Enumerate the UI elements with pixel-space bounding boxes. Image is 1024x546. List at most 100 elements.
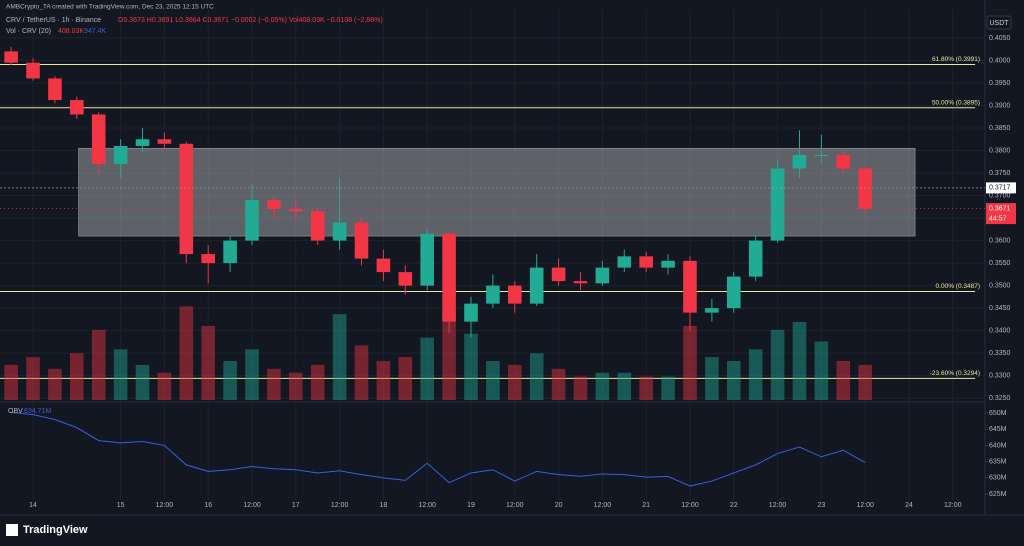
candle-body [726, 276, 741, 309]
brand: TradingView [23, 524, 88, 536]
y-tick-label: 0.3500 [989, 282, 1011, 289]
candle-body [26, 62, 40, 79]
volume-bar [48, 368, 62, 400]
y-tick-label: 0.3750 [989, 170, 1011, 177]
last-price-label: 0.3671 [989, 205, 1011, 212]
crosshair-label: 0.3717 [989, 185, 1011, 192]
x-tick-label: 12:00 [594, 502, 612, 509]
candle-body [267, 200, 281, 210]
candle-body [201, 254, 216, 264]
brand-logo: TradingView [6, 524, 88, 536]
currency[interactable]: USDT [989, 20, 1009, 27]
logo-mark [6, 524, 18, 536]
volume-bar [354, 345, 369, 400]
volume-bar [551, 368, 566, 400]
x-tick-label: 12:00 [856, 502, 874, 509]
x-tick-label: 20 [555, 502, 563, 509]
y-tick-label: 640M [989, 442, 1007, 449]
x-tick-label: 23 [817, 502, 825, 509]
volume-bar [836, 361, 851, 400]
y-tick-label: 0.3450 [989, 305, 1011, 312]
candle-body [332, 222, 347, 241]
y-tick-label: 625M [989, 491, 1007, 498]
candle-body [70, 100, 84, 115]
candle-body [289, 209, 303, 212]
candle-body [683, 260, 697, 313]
x-tick-label: 18 [380, 502, 388, 509]
candle-body [135, 139, 150, 147]
volume-bar [792, 322, 807, 400]
zone [78, 147, 916, 237]
x-tick-label: 12:00 [681, 502, 699, 509]
header-title: AMBCrypto_TA created with TradingView.co… [6, 4, 214, 11]
x-tick-label: 12:00 [944, 502, 962, 509]
candle-body [792, 155, 807, 169]
y-tick-label: 0.4050 [989, 35, 1011, 42]
volume-bar [573, 376, 588, 400]
volume-bar [420, 337, 434, 400]
volume-bar [91, 329, 106, 400]
fib-label: 50.00% (0.3895) [932, 99, 980, 106]
candle-body [551, 267, 566, 282]
y-tick-label: 650M [989, 410, 1007, 417]
x-tick-label: 12:00 [506, 502, 524, 509]
volume-bar [442, 310, 456, 400]
crosshair-box [986, 182, 1016, 194]
volume-bar [135, 364, 150, 400]
volume-bar [770, 329, 785, 400]
candle-body [617, 256, 632, 268]
ohlc: O0.3673 H0.3691 L0.3664 C0.3671 −0.0002 … [118, 17, 383, 24]
y-tick-label: 0.3700 [989, 192, 1011, 199]
candle-body [48, 78, 62, 101]
plot: 61.80% (0.3991) 50.00% (0.3895) 0.00% (0.3… [0, 46, 985, 487]
volume-bar [398, 357, 413, 400]
volume-bar [70, 353, 84, 400]
x-tick-label: 12:00 [769, 502, 787, 509]
y-tick-label: 0.3950 [989, 80, 1011, 87]
obv-name: OBV [8, 408, 23, 415]
candle-body [91, 114, 106, 165]
fib-label: -23.60% (0.3294) [930, 370, 980, 377]
volume-bar [814, 341, 829, 400]
y-tick-label: 0.3250 [989, 395, 1011, 402]
candle-body [442, 233, 456, 322]
candle-body [354, 222, 369, 259]
volume-bar [464, 333, 478, 400]
volume-bar [245, 349, 259, 400]
grid [0, 10, 985, 500]
y-tick-label: 0.3800 [989, 147, 1011, 154]
fib-label: 0.00% (0.3487) [936, 283, 980, 290]
volume-bar [639, 376, 653, 400]
candle-body [770, 168, 785, 241]
x-tick-label: 15 [117, 502, 125, 509]
volume-bar [4, 364, 18, 400]
candle-body [310, 211, 325, 241]
candle-body [398, 272, 413, 286]
volume-bar [289, 372, 303, 400]
volume-bar [617, 372, 632, 400]
volume-bar [508, 364, 522, 400]
candle-body [179, 143, 194, 255]
candle-body [661, 260, 675, 268]
y-tick-label: 0.3900 [989, 102, 1011, 109]
candle-body [814, 155, 829, 157]
candle-body [573, 281, 588, 284]
volume-bar [486, 361, 500, 400]
obv-value: 634.71M [24, 408, 51, 415]
volume-bar [858, 364, 872, 400]
volume-bar [223, 361, 237, 400]
candle-body [508, 285, 522, 304]
volume-bar [157, 372, 172, 400]
candle-body [529, 267, 544, 304]
x-tick-label: 12:00 [418, 502, 436, 509]
volume-bar [267, 368, 281, 400]
candle-body [705, 308, 719, 313]
symbol: CRV / TetherUS · 1h · Binance [6, 17, 101, 24]
volume-ma: 947.4K [84, 28, 107, 35]
currency-box[interactable] [986, 15, 1012, 30]
y-tick-label: 630M [989, 475, 1007, 482]
x-tick-label: 22 [730, 502, 738, 509]
last-price-box [986, 203, 1016, 225]
